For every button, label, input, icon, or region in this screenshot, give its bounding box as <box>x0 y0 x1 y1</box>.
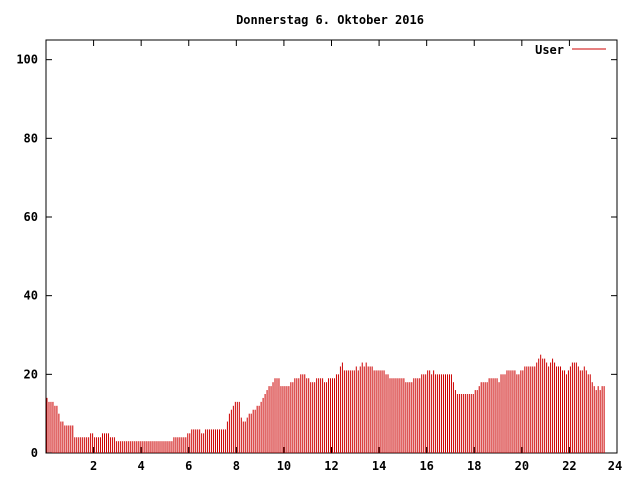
x-tick-label: 6 <box>185 459 192 473</box>
y-tick-label: 80 <box>24 131 38 145</box>
y-axis-ticks: 0 20 40 60 80 100 <box>16 53 617 460</box>
y-tick-label: 100 <box>16 53 38 67</box>
bar-series-user <box>46 354 605 453</box>
y-tick-label: 20 <box>24 367 38 381</box>
x-tick-label: 18 <box>467 459 481 473</box>
x-tick-label: 24 <box>608 459 622 473</box>
x-tick-label: 2 <box>90 459 97 473</box>
x-tick-label: 8 <box>233 459 240 473</box>
x-tick-label: 20 <box>515 459 529 473</box>
plot-frame <box>45 39 618 454</box>
x-tick-label: 16 <box>419 459 433 473</box>
legend-label-user: User <box>535 43 564 57</box>
x-tick-label: 4 <box>138 459 145 473</box>
x-tick-label: 10 <box>277 459 291 473</box>
chart-title: Donnerstag 6. Oktober 2016 <box>236 13 424 27</box>
y-tick-label: 0 <box>31 446 38 460</box>
y-tick-label: 40 <box>24 289 38 303</box>
x-tick-label: 12 <box>324 459 338 473</box>
legend: User <box>535 43 606 57</box>
x-tick-label: 22 <box>562 459 576 473</box>
x-axis-ticks: 2 4 6 8 10 12 14 16 18 20 22 24 <box>90 40 622 473</box>
x-tick-label: 14 <box>372 459 386 473</box>
y-tick-label: 60 <box>24 210 38 224</box>
